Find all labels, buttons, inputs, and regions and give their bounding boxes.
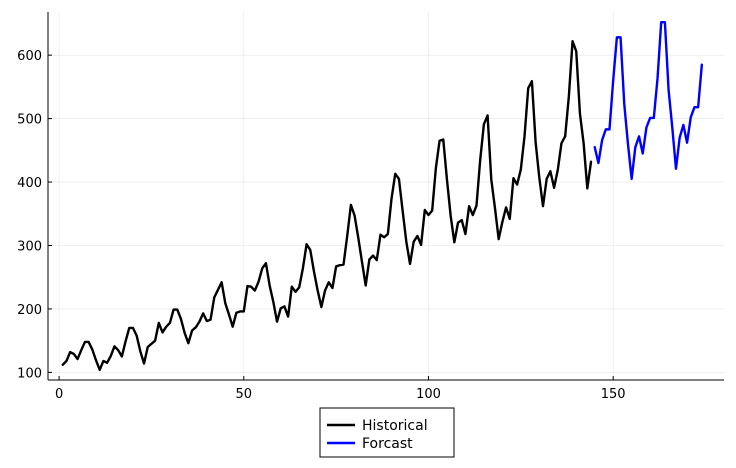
y-tick-label: 600 <box>17 49 42 64</box>
series-lines <box>61 20 704 372</box>
y-tick-label: 300 <box>17 239 42 254</box>
y-tick-label: 500 <box>17 113 42 128</box>
legend: Historical Forcast <box>319 407 455 458</box>
x-tick-label: 50 <box>236 387 253 402</box>
x-tick-label: 0 <box>55 387 63 402</box>
legend-label-historical: Historical <box>362 418 428 434</box>
x-tick-label: 150 <box>601 387 626 402</box>
legend-box <box>319 407 455 458</box>
y-tick-label: 200 <box>17 303 42 318</box>
series-line-forcast <box>593 20 704 181</box>
legend-label-forcast: Forcast <box>362 436 413 452</box>
x-tick-label: 100 <box>416 387 441 402</box>
y-tick-label: 100 <box>17 366 42 381</box>
tick-labels: 0 50 100 150 100 200 300 400 500 600 <box>17 49 625 402</box>
axes <box>47 12 724 381</box>
y-tick-label: 400 <box>17 176 42 191</box>
series-line-historical <box>61 39 593 372</box>
